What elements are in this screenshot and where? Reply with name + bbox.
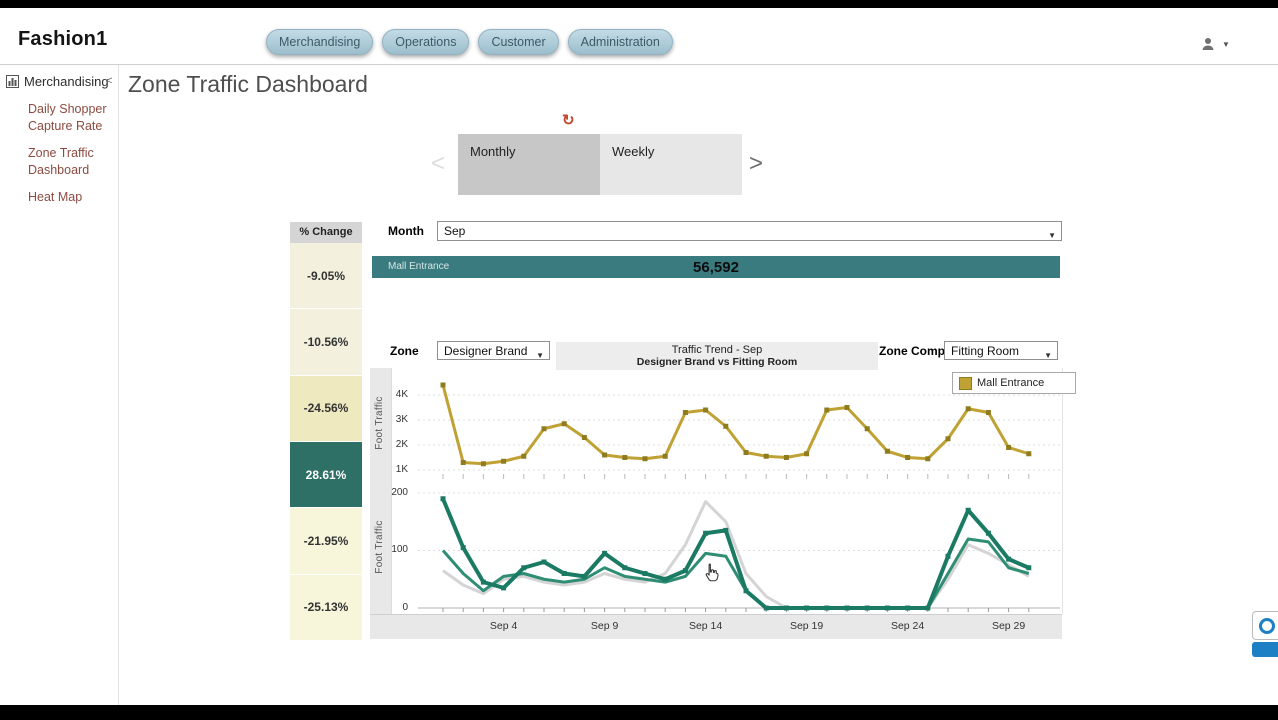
refresh-icon[interactable]: ↻ [562, 112, 575, 129]
mouse-cursor [705, 563, 719, 582]
zone-comp-label: Zone Comp [879, 344, 945, 358]
sidebar-section-header[interactable]: Merchandising [6, 74, 109, 89]
x-axis-label: Sep 24 [890, 620, 925, 632]
x-axis-label: Sep 9 [590, 620, 619, 632]
y-axis-strip [370, 368, 392, 638]
bar-chart-icon [6, 75, 19, 88]
chart2-ytick: 200 [391, 487, 408, 498]
tab-weekly[interactable]: Weekly [600, 134, 742, 195]
sidebar-divider [118, 65, 119, 705]
total-bar-value: 56,592 [693, 259, 739, 276]
pct-change-cell[interactable]: -25.13% [290, 574, 362, 641]
mall-entrance-trend-chart[interactable] [412, 368, 1062, 480]
pct-change-cell[interactable]: -21.95% [290, 508, 362, 575]
sidebar-section-label: Merchandising [24, 74, 109, 89]
chat-widget-top [1252, 611, 1278, 640]
total-traffic-bar[interactable]: Mall Entrance 56,592 [372, 256, 1060, 278]
chat-icon [1259, 618, 1275, 634]
chart1-ytick: 1K [395, 464, 408, 475]
letterbox-bottom [0, 705, 1278, 720]
nav-administration[interactable]: Administration [567, 29, 673, 55]
carousel-next-icon[interactable]: > [749, 150, 764, 177]
sidebar-item-heat-map[interactable]: Heat Map [28, 190, 83, 204]
month-label: Month [388, 224, 424, 238]
pct-change-cell[interactable]: -9.05% [290, 243, 362, 310]
zone-comparison-trend-chart[interactable] [412, 480, 1062, 614]
user-menu[interactable]: ▼ [1200, 36, 1230, 52]
pct-change-cell[interactable]: 28.61% [290, 441, 362, 509]
x-axis-band [370, 614, 1062, 639]
primary-nav: Merchandising Operations Customer Administr… [266, 29, 673, 55]
pct-change-cells: -9.05% -10.56% -24.56% 28.61% -21.95% -25.13% [290, 243, 362, 641]
sidebar-item-zone-traffic-dashboard[interactable]: Zone Traffic Dashboard [28, 146, 94, 177]
x-axis-label: Sep 29 [991, 620, 1026, 632]
month-select[interactable]: Sep ▼ [437, 221, 1062, 241]
chart-legend: Mall Entrance [952, 372, 1076, 394]
chart1-ytick: 2K [395, 439, 408, 450]
chart1-ylabel: Foot Traffic [374, 396, 385, 450]
pct-change-cell[interactable]: -24.56% [290, 375, 362, 442]
trend-title-line1: Traffic Trend - Sep [671, 344, 763, 356]
month-select-value: Sep [444, 224, 466, 238]
chart2-ylabel: Foot Traffic [374, 520, 385, 574]
chart2-ytick: 100 [391, 544, 408, 555]
legend-label: Mall Entrance [977, 377, 1045, 389]
chart1-ytick: 3K [395, 414, 408, 425]
zone-comp-select-value: Fitting Room [951, 344, 1020, 358]
legend-swatch [959, 376, 972, 390]
zone-comp-select[interactable]: Fitting Room ▼ [944, 341, 1058, 360]
sidebar-item-daily-shopper-capture-rate[interactable]: Daily Shopper Capture Rate [28, 102, 107, 133]
header-divider [0, 64, 1278, 65]
nav-merchandising[interactable]: Merchandising [266, 29, 374, 55]
plot-right-border [1062, 368, 1063, 614]
pct-change-column: % Change -9.05% -10.56% -24.56% 28.61% -21.9… [290, 222, 362, 641]
view-tabs: Monthly Weekly [458, 134, 742, 195]
chart1-ytick: 4K [395, 389, 408, 400]
pct-change-header: % Change [290, 222, 362, 243]
chat-widget[interactable] [1252, 611, 1278, 657]
chevron-down-icon: ▼ [536, 351, 544, 360]
trend-title-line2: Designer Brand vs Fitting Room [636, 356, 798, 368]
page-title: Zone Traffic Dashboard [128, 71, 368, 97]
chevron-down-icon: ▼ [1048, 231, 1056, 240]
nav-operations[interactable]: Operations [382, 29, 470, 55]
chat-widget-tab [1252, 642, 1278, 657]
zone-label: Zone [390, 344, 419, 358]
user-caret-icon: ▼ [1222, 39, 1230, 49]
tab-monthly[interactable]: Monthly [458, 134, 600, 195]
x-axis-label: Sep 14 [688, 620, 723, 632]
total-bar-label: Mall Entrance [388, 261, 450, 272]
zone-select-value: Designer Brand [444, 344, 528, 358]
letterbox-top [0, 0, 1278, 8]
chart2-ytick: 0 [402, 602, 408, 613]
app-logo: Fashion1 [18, 28, 108, 50]
sidebar-collapse-icon[interactable]: < [106, 75, 113, 87]
chevron-down-icon: ▼ [1044, 351, 1052, 360]
x-axis-label: Sep 19 [789, 620, 824, 632]
x-axis-label: Sep 4 [489, 620, 518, 632]
pct-change-cell[interactable]: -10.56% [290, 309, 362, 376]
trend-title: Traffic Trend - Sep Designer Brand vs Fi… [556, 342, 878, 370]
sidebar-nav: Daily Shopper Capture Rate Zone Traffic D… [28, 101, 116, 216]
carousel-prev-icon[interactable]: < [431, 150, 446, 177]
nav-customer[interactable]: Customer [478, 29, 559, 55]
user-icon [1202, 38, 1214, 50]
zone-select[interactable]: Designer Brand ▼ [437, 341, 550, 360]
